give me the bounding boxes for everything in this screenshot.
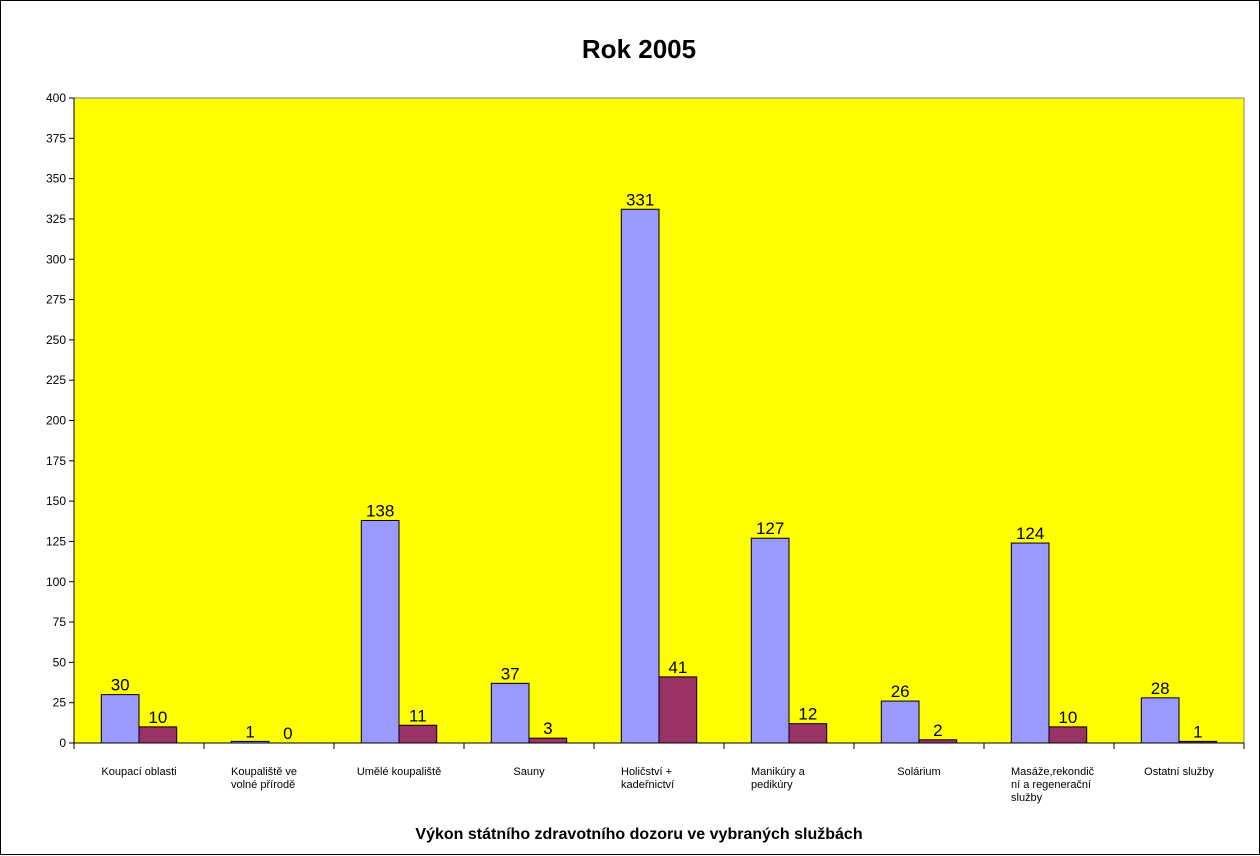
bar bbox=[528, 737, 568, 744]
y-tick-label: 100 bbox=[46, 575, 66, 589]
data-label: 26 bbox=[891, 682, 910, 701]
x-axis: Koupací oblasti Koupaliště ve volné přírod… bbox=[73, 742, 1245, 804]
x-tick-label: Manikúry a pedikúry bbox=[751, 766, 806, 791]
bar bbox=[100, 694, 140, 744]
y-tick-label: 375 bbox=[46, 131, 66, 145]
y-tick-label: 200 bbox=[46, 414, 66, 428]
data-label: 11 bbox=[409, 706, 427, 725]
x-tick-label: Holičství + kadeřnictví bbox=[621, 766, 674, 791]
bar bbox=[620, 208, 660, 744]
data-label: 124 bbox=[1016, 524, 1044, 543]
x-tick-label: Umělé koupaliště bbox=[357, 766, 441, 778]
chart-title: Rok 2005 bbox=[582, 34, 696, 64]
data-label: 12 bbox=[798, 705, 817, 724]
y-tick-label: 75 bbox=[53, 615, 67, 629]
bar bbox=[658, 676, 698, 744]
x-tick-label: Sauny bbox=[513, 766, 545, 778]
bar bbox=[880, 700, 920, 744]
x-tick-label: Koupaliště ve volné přírodě bbox=[231, 766, 297, 791]
bar bbox=[918, 739, 958, 744]
data-label: 10 bbox=[1058, 708, 1077, 727]
data-label: 1 bbox=[245, 722, 254, 741]
x-tick-label: Koupací oblasti bbox=[101, 766, 176, 778]
data-label: 3 bbox=[543, 719, 552, 738]
data-label: 28 bbox=[1151, 679, 1170, 698]
data-label: 0 bbox=[283, 724, 292, 743]
bar bbox=[1048, 726, 1088, 744]
y-tick-label: 150 bbox=[46, 494, 66, 508]
bar bbox=[750, 537, 790, 744]
x-tick-label: Solárium bbox=[897, 766, 940, 778]
data-labels: 30 1 138 37 331 127 26 124 28 10 0 11 3 41 12 2 10 1 bbox=[111, 190, 1203, 743]
y-tick-label: 300 bbox=[46, 252, 66, 266]
bar bbox=[788, 723, 828, 744]
y-tick-label: 225 bbox=[46, 373, 66, 387]
data-label: 30 bbox=[111, 676, 130, 695]
y-tick-label: 175 bbox=[46, 454, 66, 468]
bar bbox=[230, 740, 270, 744]
data-label: 331 bbox=[626, 190, 654, 209]
bar bbox=[398, 724, 438, 744]
bar bbox=[360, 519, 400, 744]
y-tick-label: 250 bbox=[46, 333, 66, 347]
y-tick-label: 350 bbox=[46, 172, 66, 186]
y-axis: 0 25 50 75 100 125 150 175 200 225 250 275 300 325 350… bbox=[46, 91, 75, 750]
data-label: 10 bbox=[148, 708, 167, 727]
data-label: 127 bbox=[756, 519, 784, 538]
y-tick-label: 50 bbox=[53, 655, 67, 669]
data-label: 138 bbox=[366, 501, 394, 520]
y-tick-label: 125 bbox=[46, 534, 66, 548]
bar bbox=[1178, 740, 1218, 744]
bars bbox=[100, 208, 1218, 744]
bar bbox=[490, 682, 530, 744]
y-tick-label: 400 bbox=[46, 91, 66, 105]
y-tick-label: 325 bbox=[46, 212, 66, 226]
bar bbox=[1010, 542, 1050, 744]
x-tick-label: Ostatní služby bbox=[1144, 766, 1214, 778]
x-axis-label: Výkon státního zdravotního dozoru ve vyb… bbox=[415, 826, 862, 843]
data-label: 2 bbox=[933, 721, 942, 740]
data-label: 1 bbox=[1193, 722, 1202, 741]
bar bbox=[1140, 697, 1180, 744]
y-tick-label: 0 bbox=[59, 736, 66, 750]
data-label: 37 bbox=[501, 664, 520, 683]
bar bbox=[138, 726, 178, 744]
data-label: 41 bbox=[668, 658, 687, 677]
y-tick-label: 25 bbox=[53, 696, 67, 710]
x-tick-label: Masáže,rekondič ní a regenerační služby bbox=[1011, 766, 1095, 804]
y-tick-label: 275 bbox=[46, 293, 66, 307]
